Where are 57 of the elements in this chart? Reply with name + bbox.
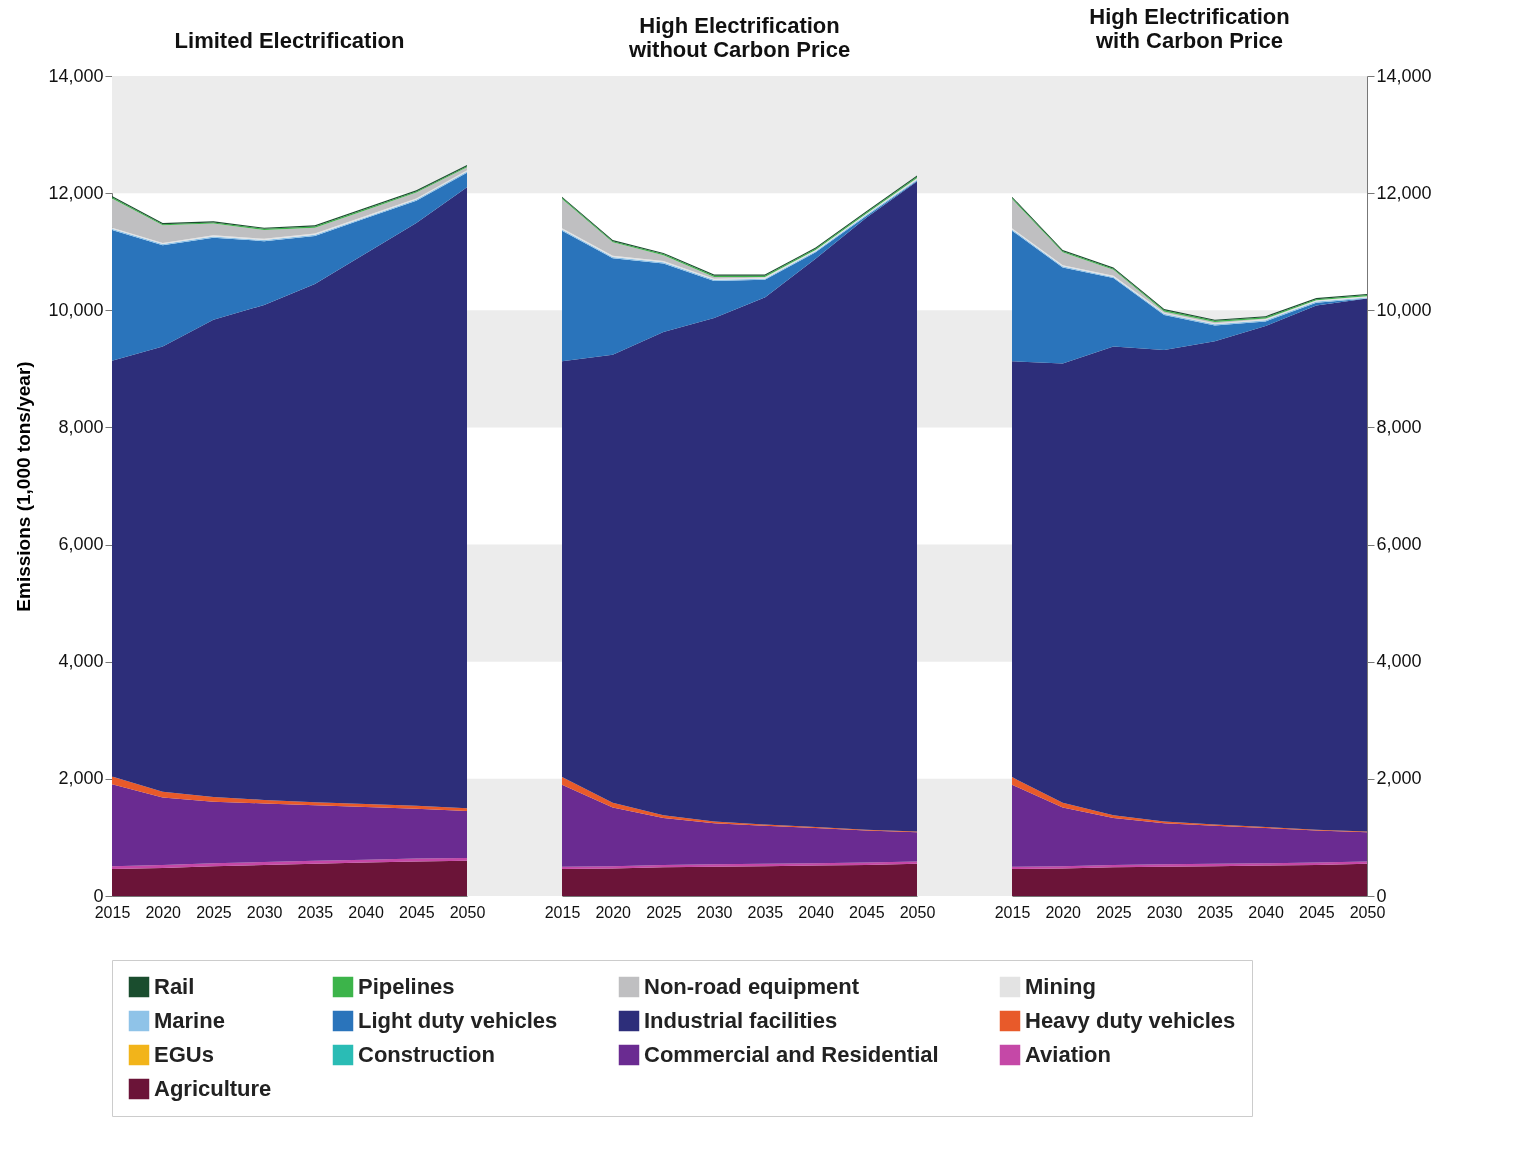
chart-title: High Electrification without Carbon Price <box>627 13 851 62</box>
y2-tick-label: 8,000 <box>1376 416 1422 437</box>
y-tick-label: 8,000 <box>58 416 104 437</box>
legend-label: Construction <box>358 1042 495 1067</box>
x-tick-label: 2045 <box>848 903 885 921</box>
x-tick-label: 2025 <box>646 903 682 921</box>
x-tick-label: 2015 <box>544 903 581 921</box>
x-tick-label: 2035 <box>747 903 784 921</box>
legend-label: Agriculture <box>154 1076 272 1101</box>
chart-title: High Electrification with Carbon Price <box>1089 4 1290 53</box>
y2-tick-label: 4,000 <box>1376 651 1422 672</box>
y2-tick-label: 6,000 <box>1376 534 1422 555</box>
x-tick-label: 2015 <box>94 903 131 921</box>
legend-label: Pipelines <box>358 974 455 999</box>
x-tick-label: 2050 <box>449 903 486 921</box>
legend-label: EGUs <box>154 1042 214 1067</box>
x-tick-label: 2040 <box>798 903 834 921</box>
legend-label: Light duty vehicles <box>358 1008 558 1033</box>
x-tick-label: 2045 <box>398 903 435 921</box>
x-tick-label: 2040 <box>1248 903 1284 921</box>
legend-label: Marine <box>154 1008 225 1033</box>
legend-label: Commercial and Residential <box>644 1042 939 1067</box>
x-tick-label: 2035 <box>1197 903 1234 921</box>
x-tick-label: 2020 <box>1045 903 1082 921</box>
x-tick-label: 2040 <box>348 903 384 921</box>
x-tick-label: 2015 <box>994 903 1031 921</box>
x-tick-label: 2030 <box>696 903 733 921</box>
legend-label: Rail <box>154 974 195 999</box>
x-tick-label: 2050 <box>1349 903 1386 921</box>
y2-tick-label: 14,000 <box>1376 65 1432 86</box>
legend-label: Heavy duty vehicles <box>1025 1008 1236 1033</box>
y2-tick-label: 12,000 <box>1376 182 1432 203</box>
y-tick-label: 0 <box>93 885 104 906</box>
y-tick-label: 6,000 <box>58 534 104 555</box>
legend-label: Aviation <box>1025 1042 1111 1067</box>
x-tick-label: 2020 <box>595 903 632 921</box>
x-tick-label: 2035 <box>297 903 334 921</box>
y-tick-label: 4,000 <box>58 651 104 672</box>
x-tick-label: 2030 <box>246 903 283 921</box>
y-axis-title: Emissions (1,000 tons/year) <box>13 361 35 612</box>
x-tick-label: 2050 <box>899 903 936 921</box>
y-tick-label: 14,000 <box>48 65 104 86</box>
y-tick-label: 2,000 <box>58 768 104 789</box>
y2-tick-label: 10,000 <box>1376 299 1432 320</box>
legend-label: Non-road equipment <box>644 974 860 999</box>
x-tick-label: 2045 <box>1298 903 1335 921</box>
legend-label: Mining <box>1025 974 1096 999</box>
y-tick-label: 12,000 <box>48 182 104 203</box>
legend-label: Industrial facilities <box>644 1008 838 1033</box>
chart-title: Limited Electrification <box>174 28 405 53</box>
y-tick-label: 10,000 <box>48 299 104 320</box>
x-tick-label: 2025 <box>1096 903 1132 921</box>
y2-tick-label: 2,000 <box>1376 768 1422 789</box>
x-tick-label: 2020 <box>145 903 182 921</box>
x-tick-label: 2030 <box>1146 903 1183 921</box>
x-tick-label: 2025 <box>196 903 232 921</box>
y2-tick-label: 0 <box>1376 885 1387 906</box>
